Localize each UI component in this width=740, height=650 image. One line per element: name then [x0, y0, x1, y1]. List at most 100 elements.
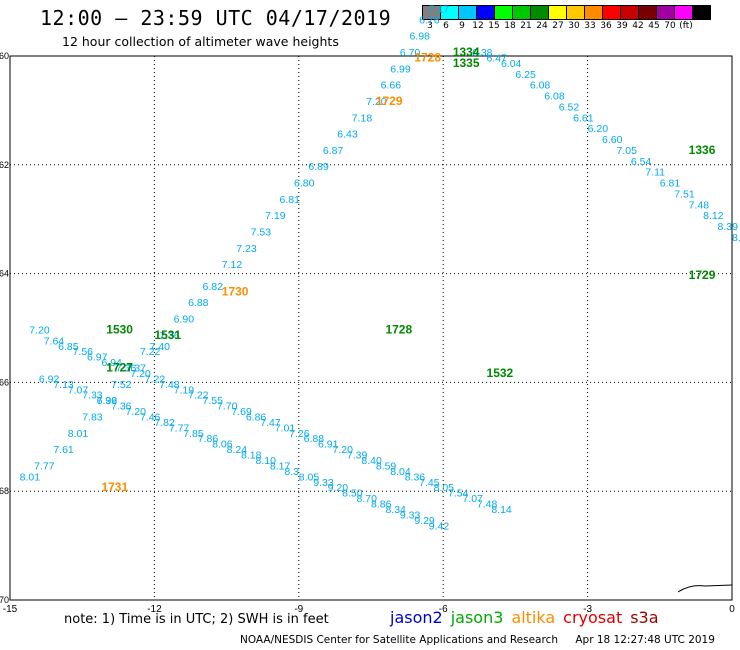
swh-value: 7.18	[352, 112, 373, 124]
page-subtitle: 12 hour collection of altimeter wave hei…	[62, 34, 339, 49]
swh-value: 8.59	[376, 460, 397, 472]
y-tick-label: -60	[0, 51, 9, 61]
swh-value: 6.96	[97, 395, 118, 407]
pass-time-label: 1532	[487, 366, 514, 380]
legend-item-jason2: jason2	[390, 608, 443, 627]
swh-value: 7.85	[183, 428, 204, 440]
swh-value: 8.17	[270, 460, 291, 472]
swh-value: 8.04	[390, 466, 411, 478]
x-tick-label: 0	[729, 604, 735, 615]
color-scale-label-9: 30	[568, 21, 580, 31]
swh-value: 6.91	[318, 439, 339, 451]
swh-value: 6.81	[280, 194, 301, 206]
swh-value: 6.88	[304, 433, 325, 445]
swh-value: 6.66	[381, 80, 402, 92]
swh-value: 7.70	[217, 401, 238, 413]
swh-value: 7.26	[289, 428, 310, 440]
color-scale-label-8: 27	[552, 21, 564, 31]
swh-value: 7.22	[188, 390, 209, 402]
color-scale-label-11: 36	[600, 21, 612, 31]
swh-value: 6.97	[87, 352, 108, 364]
swh-value: 8.78	[732, 232, 740, 244]
swh-value: 7.64	[44, 335, 65, 347]
swh-value: 7.20	[126, 406, 147, 418]
swh-value: 9.33	[400, 509, 421, 521]
swh-value: 7.11	[645, 167, 665, 179]
swh-value: 6.94	[101, 357, 122, 369]
pass-time-label: 1730	[222, 284, 249, 298]
x-tick-label: -9	[294, 604, 303, 615]
swh-value: 7.61	[53, 444, 74, 456]
swh-value: 9.20	[328, 482, 349, 494]
color-scale-bar	[422, 5, 711, 20]
swh-value: 7.86	[198, 433, 219, 445]
swh-value: 7.36	[159, 330, 180, 342]
swh-value: 7.47	[260, 417, 281, 429]
swh-value: 8.01	[20, 471, 41, 483]
swh-value: 8.36	[405, 471, 426, 483]
y-tick-label: -68	[0, 486, 9, 496]
swh-value: 8.05	[299, 471, 320, 483]
swh-value: 7.45	[419, 477, 440, 489]
swh-value: 7.07	[462, 493, 483, 505]
x-tick-label: -6	[439, 604, 448, 615]
pass-time-label: 1335	[453, 56, 480, 70]
swh-value: 6.81	[660, 178, 681, 190]
swh-value: 8.34	[385, 504, 406, 516]
pass-time-label: 1728	[385, 322, 412, 336]
swh-value: 8.86	[371, 499, 392, 511]
swh-value: 6.88	[188, 297, 209, 309]
swh-value: 6.61	[573, 112, 594, 124]
coastline	[677, 584, 733, 593]
swh-value: 7.46	[140, 411, 161, 423]
swh-value: 7.56	[73, 346, 94, 358]
page-title: 12:00 – 23:59 UTC 04/17/2019	[40, 6, 392, 30]
swh-value: 6.70	[400, 47, 421, 59]
swh-value: 7.07	[68, 384, 89, 396]
y-tick-label: -64	[0, 269, 9, 279]
footer-center: NOAA/NESDIS Center for Satellite Applica…	[240, 634, 558, 646]
swh-value: 7.17	[429, 3, 450, 15]
swh-value: 7.55	[203, 395, 224, 407]
x-tick-label: -12	[147, 604, 162, 615]
swh-value: 7.19	[265, 210, 286, 222]
pass-time-label: 1334	[453, 45, 480, 59]
swh-value: 6.99	[390, 63, 411, 75]
swh-value: 6.43	[337, 129, 358, 141]
swh-value: 7.20	[29, 324, 50, 336]
swh-value: 7.51	[674, 188, 695, 200]
swh-value: 7.77	[34, 460, 55, 472]
swh-value: 7.83	[82, 411, 103, 423]
legend-item-cryosat: cryosat	[563, 608, 623, 627]
swh-value: 7.36	[116, 363, 137, 375]
swh-value: 7.20	[130, 368, 151, 380]
swh-value: 9.29	[414, 515, 435, 527]
swh-value: 7.20	[332, 444, 353, 456]
color-scale-label-4: 15	[488, 21, 500, 31]
legend-item-altika: altika	[511, 608, 556, 627]
pass-time-label: 1729	[689, 268, 716, 282]
swh-value: 7.69	[231, 406, 252, 418]
footer: NOAA/NESDIS Center for Satellite Applica…	[240, 634, 729, 646]
swh-value: 8.06	[212, 439, 233, 451]
color-scale-label-14: 45	[648, 21, 660, 31]
color-scale-label-7: 24	[536, 21, 548, 31]
swh-value: 8.14	[491, 504, 512, 516]
swh-value: 8.40	[361, 455, 382, 467]
swh-value: 7.13	[53, 379, 74, 391]
note-text: note: 1) Time is in UTC; 2) SWH is in fe…	[64, 612, 329, 627]
swh-value: 7.22	[140, 346, 161, 358]
swh-value: 6.47	[487, 52, 508, 64]
legend-item-jason3: jason3	[450, 608, 504, 627]
swh-value: 7.01	[275, 422, 296, 434]
y-tick-label: -62	[0, 160, 9, 170]
legend-item-s3a: s3a	[630, 608, 659, 627]
swh-value: 8.70	[357, 493, 378, 505]
swh-value: 6.89	[308, 161, 329, 173]
swh-value: 6.54	[631, 156, 652, 168]
swh-value: 6.52	[559, 101, 580, 113]
swh-value: 7.48	[477, 499, 498, 511]
swh-value: 8.50	[342, 488, 363, 500]
color-scale-labels: 3 6 9 12 15 18 21 24 27 30 33 36 39 42 45 70 (ft)	[422, 21, 694, 31]
